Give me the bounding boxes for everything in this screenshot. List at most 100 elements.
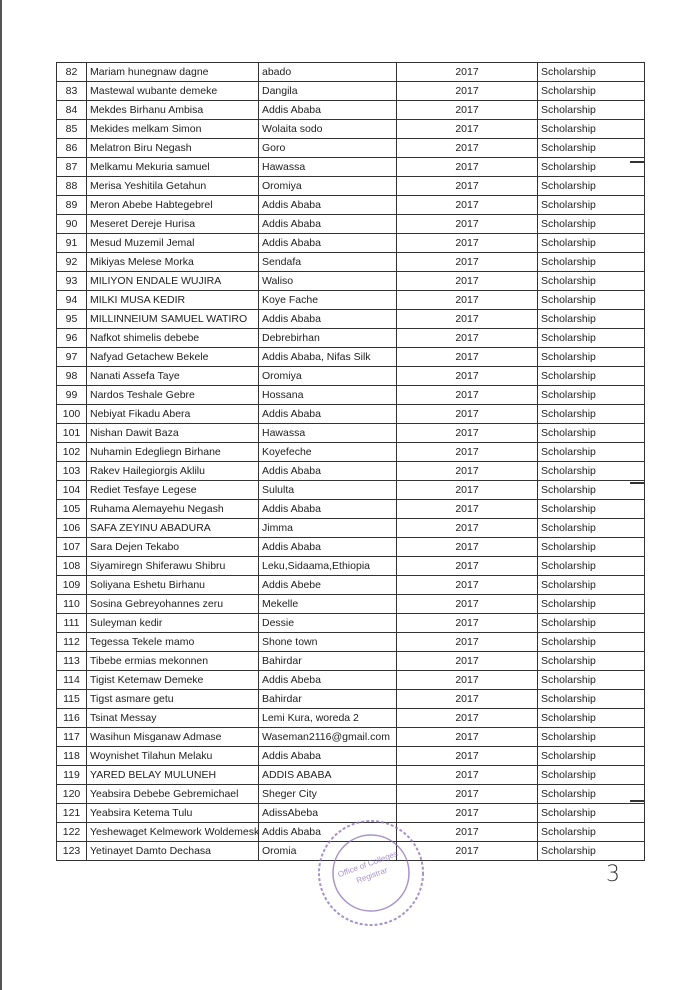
type-cell: Scholarship <box>537 366 645 386</box>
table-row: 116 Tsinat Messay Lemi Kura, woreda 2 2017 S… <box>56 708 645 728</box>
type-cell: Scholarship <box>537 689 645 709</box>
table-row: 106 SAFA ZEYINU ABADURA Jimma 2017 Scholarsh… <box>56 518 645 538</box>
address-cell: Oromiya <box>258 366 397 386</box>
type-cell: Scholarship <box>537 499 645 519</box>
table-row: 93 MILIYON ENDALE WUJIRA Waliso 2017 Scholar… <box>56 271 645 291</box>
year-cell: 2017 <box>396 119 538 139</box>
table-row: 102 Nuhamin Edegliegn Birhane Koyefeche 201… <box>56 442 645 462</box>
table-row: 104 Rediet Tesfaye Legese Sululta 2017 Schol… <box>56 480 645 500</box>
table-row: 87 Melkamu Mekuria samuel Hawassa 2017 Schol… <box>56 157 645 177</box>
address-cell: Hawassa <box>258 157 397 177</box>
address-cell: Addis Ababa <box>258 309 397 329</box>
address-cell: Oromiya <box>258 176 397 196</box>
year-cell: 2017 <box>396 290 538 310</box>
address-cell: Koye Fache <box>258 290 397 310</box>
type-cell: Scholarship <box>537 556 645 576</box>
type-cell: Scholarship <box>537 784 645 804</box>
address-cell: Leku,Sidaama,Ethiopia <box>258 556 397 576</box>
student-name-cell: YARED BELAY MULUNEH <box>86 765 259 785</box>
table-row: 89 Meron Abebe Habtegebrel Addis Ababa 2017… <box>56 195 645 215</box>
table-row: 91 Mesud Muzemil Jemal Addis Ababa 2017 Scho… <box>56 233 645 253</box>
type-cell: Scholarship <box>537 290 645 310</box>
type-cell: Scholarship <box>537 62 645 82</box>
type-cell: Scholarship <box>537 271 645 291</box>
student-name-cell: Mesud Muzemil Jemal <box>86 233 259 253</box>
registrar-stamp: Office of Colleges Registrar <box>318 820 424 926</box>
type-cell: Scholarship <box>537 727 645 747</box>
year-cell: 2017 <box>396 366 538 386</box>
year-cell: 2017 <box>396 347 538 367</box>
year-cell: 2017 <box>396 271 538 291</box>
table-row: 110 Sosina Gebreyohannes zeru Mekelle 2017 S… <box>56 594 645 614</box>
table-row: 97 Nafyad Getachew Bekele Addis Ababa, Nif… <box>56 347 645 367</box>
type-cell: Scholarship <box>537 841 645 861</box>
student-name-cell: Mariam hunegnaw dagne <box>86 62 259 82</box>
row-number-cell: 112 <box>56 632 87 652</box>
table-row: 90 Meseret Dereje Hurisa Addis Ababa 2017 Sc… <box>56 214 645 234</box>
type-cell: Scholarship <box>537 575 645 595</box>
type-cell: Scholarship <box>537 461 645 481</box>
row-number-cell: 107 <box>56 537 87 557</box>
row-number-cell: 116 <box>56 708 87 728</box>
student-name-cell: Mastewal wubante demeke <box>86 81 259 101</box>
type-cell: Scholarship <box>537 347 645 367</box>
address-cell: Hawassa <box>258 423 397 443</box>
year-cell: 2017 <box>396 423 538 443</box>
student-name-cell: Nafyad Getachew Bekele <box>86 347 259 367</box>
address-cell: Mekelle <box>258 594 397 614</box>
type-cell: Scholarship <box>537 309 645 329</box>
address-cell: Sendafa <box>258 252 397 272</box>
row-number-cell: 123 <box>56 841 87 861</box>
table-row: 101 Nishan Dawit Baza Hawassa 2017 Scholarsh… <box>56 423 645 443</box>
year-cell: 2017 <box>396 765 538 785</box>
row-number-cell: 109 <box>56 575 87 595</box>
address-cell: Debrebirhan <box>258 328 397 348</box>
year-cell: 2017 <box>396 746 538 766</box>
student-name-cell: Wasihun Misganaw Admase <box>86 727 259 747</box>
address-cell: Jimma <box>258 518 397 538</box>
row-number-cell: 118 <box>56 746 87 766</box>
year-cell: 2017 <box>396 195 538 215</box>
type-cell: Scholarship <box>537 138 645 158</box>
year-cell: 2017 <box>396 594 538 614</box>
year-cell: 2017 <box>396 100 538 120</box>
row-number-cell: 83 <box>56 81 87 101</box>
year-cell: 2017 <box>396 670 538 690</box>
student-name-cell: Nishan Dawit Baza <box>86 423 259 443</box>
student-name-cell: Woynishet Tilahun Melaku <box>86 746 259 766</box>
student-name-cell: Yeabsira Debebe Gebremichael <box>86 784 259 804</box>
address-cell: Addis Ababa <box>258 233 397 253</box>
type-cell: Scholarship <box>537 651 645 671</box>
student-name-cell: Mekdes Birhanu Ambisa <box>86 100 259 120</box>
student-name-cell: Rediet Tesfaye Legese <box>86 480 259 500</box>
type-cell: Scholarship <box>537 442 645 462</box>
type-cell: Scholarship <box>537 195 645 215</box>
table-row: 95 MILLINNEIUM SAMUEL WATIRO Addis Ababa 20… <box>56 309 645 329</box>
row-number-cell: 97 <box>56 347 87 367</box>
row-number-cell: 121 <box>56 803 87 823</box>
row-number-cell: 114 <box>56 670 87 690</box>
year-cell: 2017 <box>396 556 538 576</box>
student-name-cell: Nardos Teshale Gebre <box>86 385 259 405</box>
margin-mark <box>630 482 644 484</box>
student-name-cell: MILIYON ENDALE WUJIRA <box>86 271 259 291</box>
address-cell: Addis Ababa <box>258 461 397 481</box>
table-row: 123 Yetinayet Damto Dechasa Oromia 2017 Scho… <box>56 841 645 861</box>
table-row: 83 Mastewal wubante demeke Dangila 2017 Scho… <box>56 81 645 101</box>
year-cell: 2017 <box>396 233 538 253</box>
year-cell: 2017 <box>396 689 538 709</box>
table-row: 86 Melatron Biru Negash Goro 2017 Scholarshi… <box>56 138 645 158</box>
table-row: 111 Suleyman kedir Dessie 2017 Scholarship <box>56 613 645 633</box>
row-number-cell: 88 <box>56 176 87 196</box>
row-number-cell: 100 <box>56 404 87 424</box>
student-name-cell: Tigst asmare getu <box>86 689 259 709</box>
table-row: 114 Tigist Ketemaw Demeke Addis Abeba 2017 S… <box>56 670 645 690</box>
year-cell: 2017 <box>396 252 538 272</box>
row-number-cell: 111 <box>56 613 87 633</box>
row-number-cell: 93 <box>56 271 87 291</box>
table-row: 119 YARED BELAY MULUNEH ADDIS ABABA 2017 Sch… <box>56 765 645 785</box>
address-cell: Addis Ababa <box>258 195 397 215</box>
address-cell: Addis Ababa <box>258 100 397 120</box>
table-row: 107 Sara Dejen Tekabo Addis Ababa 2017 Schol… <box>56 537 645 557</box>
student-name-cell: Tibebe ermias mekonnen <box>86 651 259 671</box>
